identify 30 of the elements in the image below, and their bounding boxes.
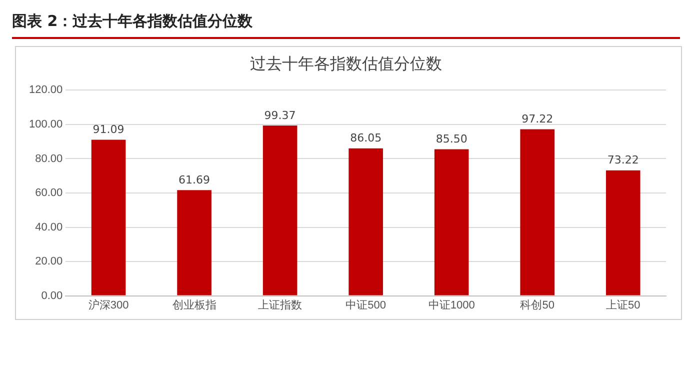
y-tick-label: 60.00 bbox=[35, 187, 63, 200]
bar bbox=[177, 190, 212, 296]
data-label: 85.50 bbox=[436, 132, 468, 146]
y-tick-label: 0.00 bbox=[41, 290, 63, 302]
x-tick-label: 上证50 bbox=[606, 298, 640, 312]
bar bbox=[91, 140, 126, 296]
x-tick-label: 沪深300 bbox=[88, 298, 129, 312]
y-tick-label: 80.00 bbox=[35, 152, 63, 165]
y-tick-label: 20.00 bbox=[35, 256, 63, 268]
x-tick-label: 创业板指 bbox=[172, 298, 216, 312]
x-tick-label: 上证指数 bbox=[258, 298, 302, 312]
x-tick-label: 中证500 bbox=[346, 298, 386, 312]
y-tick-label: 100.00 bbox=[28, 118, 63, 130]
bar bbox=[348, 148, 383, 296]
bar bbox=[520, 129, 555, 296]
data-label: 73.22 bbox=[607, 154, 639, 167]
data-label: 61.69 bbox=[178, 173, 210, 186]
bar bbox=[606, 170, 640, 296]
data-label: 99.37 bbox=[264, 108, 296, 122]
y-tick-label: 40.00 bbox=[35, 221, 63, 234]
x-tick-label: 中证1000 bbox=[428, 298, 475, 312]
data-label: 97.22 bbox=[522, 112, 554, 126]
bar bbox=[434, 149, 469, 296]
chart-title: 图表 2：过去十年各指数估值分位数 bbox=[12, 12, 680, 39]
chart-subtitle: 过去十年各指数估值分位数 bbox=[250, 54, 442, 73]
y-tick-label: 120.00 bbox=[28, 84, 63, 96]
data-label: 86.05 bbox=[350, 132, 382, 145]
x-tick-label: 科创50 bbox=[520, 299, 554, 312]
data-label: 91.09 bbox=[92, 123, 124, 136]
bar bbox=[262, 126, 298, 296]
